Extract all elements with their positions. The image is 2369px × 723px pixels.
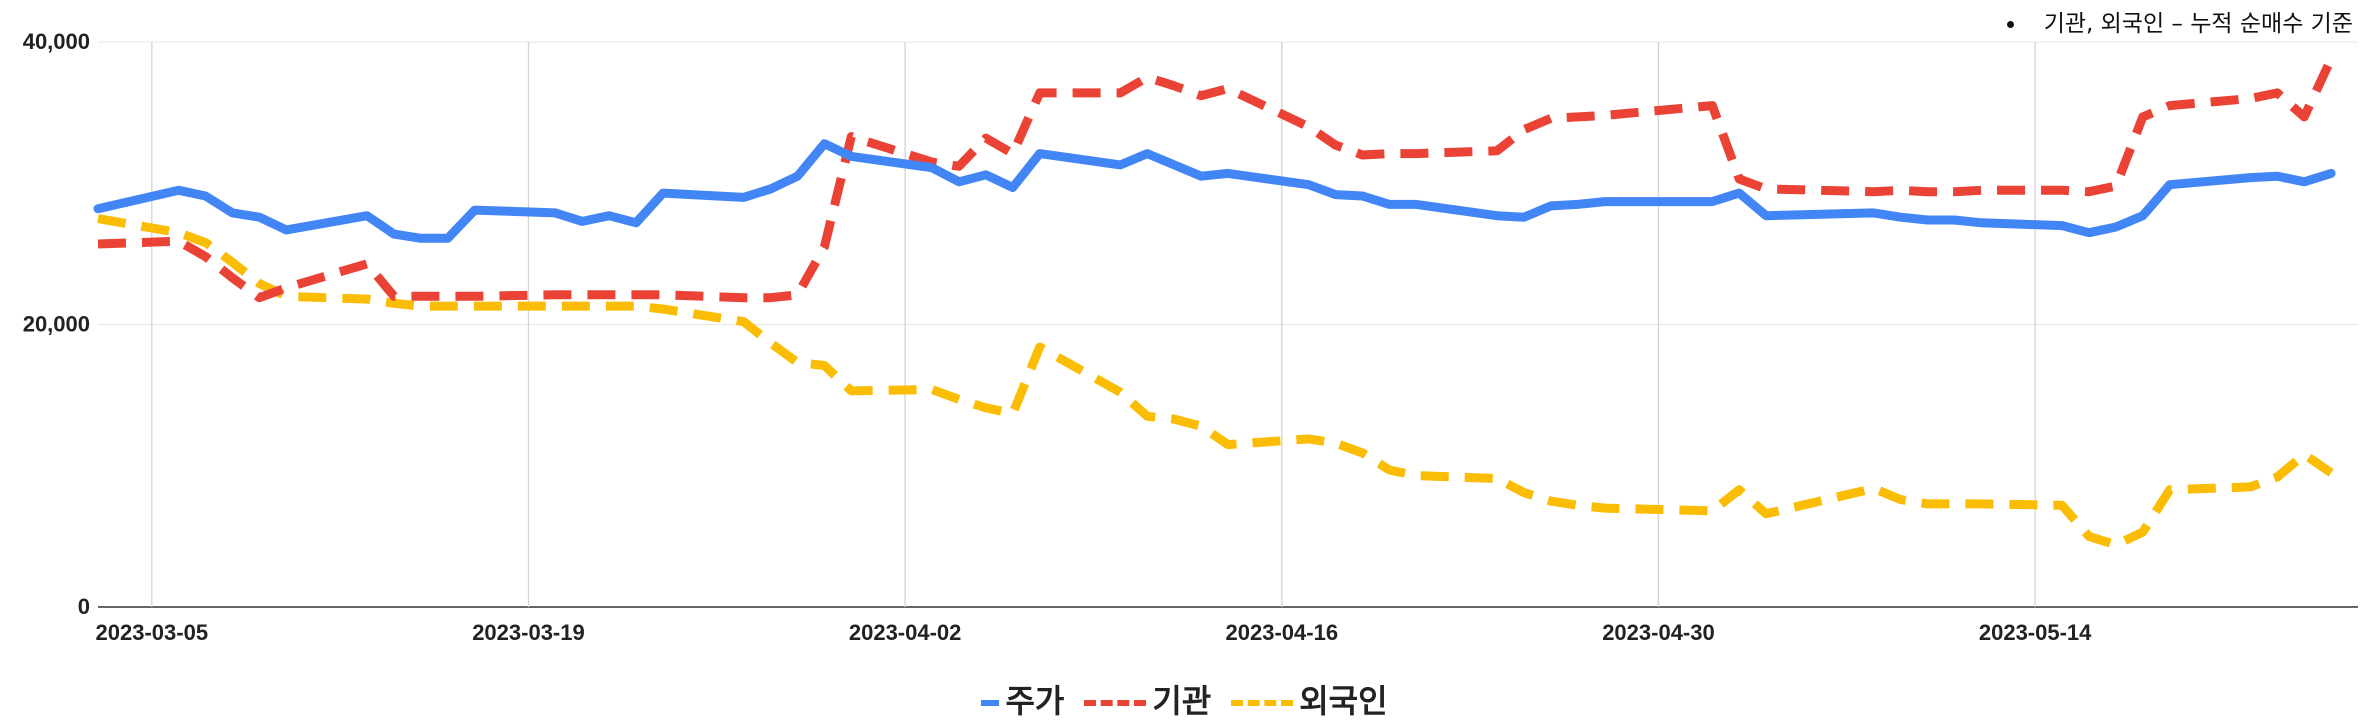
legend-item: 외국인 (1231, 676, 1388, 722)
bullet-icon (2006, 21, 2014, 28)
legend: 주가 기관 외국인 (0, 676, 2369, 722)
y-tick-label: 0 (78, 594, 90, 619)
legend-swatch (1231, 700, 1294, 706)
x-tick-label: 2023-04-02 (849, 620, 962, 645)
series-line-2 (97, 214, 2334, 550)
y-axis-ticks: 0 20,000 40,000 (23, 29, 90, 619)
gridlines (98, 41, 2358, 608)
x-tick-label: 2023-04-30 (1602, 620, 1715, 645)
y-tick-label: 40,000 (23, 29, 90, 54)
legend-label: 외국인 (1299, 682, 1388, 720)
series-lines (93, 57, 2336, 550)
x-axis-ticks: 2023-03-05 2023-03-19 2023-04-02 2023-04-16… (96, 620, 2093, 645)
series-line-1 (97, 57, 2336, 303)
x-tick-label: 2023-03-05 (96, 620, 209, 645)
legend-item: 기관 (1084, 676, 1211, 722)
x-tick-label: 2023-03-19 (472, 620, 585, 645)
y-tick-label: 20,000 (23, 312, 90, 337)
legend-item: 주가 (981, 676, 1064, 722)
legend-swatch (1084, 700, 1147, 706)
series-line-0 (93, 139, 2336, 243)
annotation-text: 기관, 외국인 – 누적 순매수 기준 (2043, 11, 2353, 37)
x-tick-label: 2023-04-16 (1226, 620, 1339, 645)
chart-annotation: 기관, 외국인 – 누적 순매수 기준 (2006, 4, 2353, 38)
legend-label: 주가 (1005, 682, 1065, 720)
legend-label: 기관 (1152, 682, 1212, 720)
x-tick-label: 2023-05-14 (1979, 620, 2092, 645)
legend-swatch (981, 700, 1000, 706)
